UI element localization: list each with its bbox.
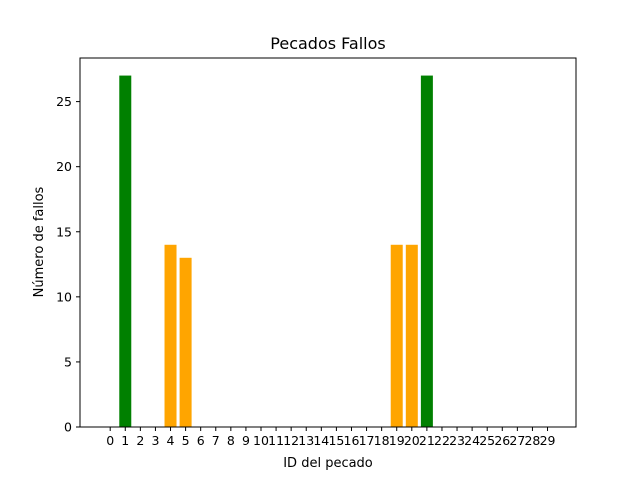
bars-group	[119, 75, 433, 427]
x-axis: 0 1 2 3 4 5 6 7 8 9 10 11 12 13 14 15 16 17 18 19 20 21 22 23 24…	[106, 427, 556, 448]
bar-5	[179, 257, 192, 427]
x-tick-label: 1	[121, 433, 129, 448]
x-tick-label: 0	[106, 433, 114, 448]
x-tick-label: 8	[227, 433, 235, 448]
y-tick-label: 0	[64, 420, 72, 435]
x-tick-label: 29	[540, 433, 556, 448]
x-tick-label: 11	[268, 433, 284, 448]
y-axis-label: Número de fallos	[32, 186, 47, 297]
x-tick-label: 7	[212, 433, 220, 448]
plot-frame	[79, 57, 577, 428]
x-tick-label: 20	[404, 433, 420, 448]
x-tick-label: 10	[253, 433, 269, 448]
y-tick-label: 15	[56, 224, 72, 239]
x-tick-label: 16	[344, 433, 360, 448]
x-tick-label: 22	[434, 433, 450, 448]
x-tick-label: 24	[464, 433, 480, 448]
y-axis: 0 5 10 15 20 25	[56, 94, 80, 435]
x-tick-label: 9	[242, 433, 250, 448]
x-tick-label: 27	[509, 433, 525, 448]
x-tick-label: 17	[359, 433, 375, 448]
bar-20	[405, 244, 418, 427]
x-tick-label: 18	[374, 433, 390, 448]
x-tick-label: 4	[167, 433, 175, 448]
bar-19	[390, 244, 403, 427]
x-tick-label: 23	[449, 433, 465, 448]
x-tick-label: 6	[197, 433, 205, 448]
x-tick-label: 3	[151, 433, 159, 448]
x-tick-label: 19	[389, 433, 405, 448]
x-tick-label: 12	[283, 433, 299, 448]
x-tick-label: 26	[494, 433, 510, 448]
bar-4	[164, 244, 177, 427]
y-tick-label: 5	[64, 354, 72, 369]
x-axis-label: ID del pecado	[283, 456, 373, 471]
x-tick-label: 13	[298, 433, 314, 448]
y-tick-label: 10	[56, 289, 72, 304]
bar-21	[420, 75, 433, 427]
x-tick-label: 15	[328, 433, 344, 448]
x-tick-label: 2	[136, 433, 144, 448]
x-tick-label: 21	[419, 433, 435, 448]
x-tick-label: 28	[524, 433, 540, 448]
x-tick-label: 25	[479, 433, 495, 448]
y-tick-label: 25	[56, 94, 72, 109]
x-tick-label: 14	[313, 433, 329, 448]
x-tick-label: 5	[182, 433, 190, 448]
bar-1	[119, 75, 132, 427]
y-tick-label: 20	[56, 159, 72, 174]
chart-title: Pecados Fallos	[270, 34, 385, 53]
